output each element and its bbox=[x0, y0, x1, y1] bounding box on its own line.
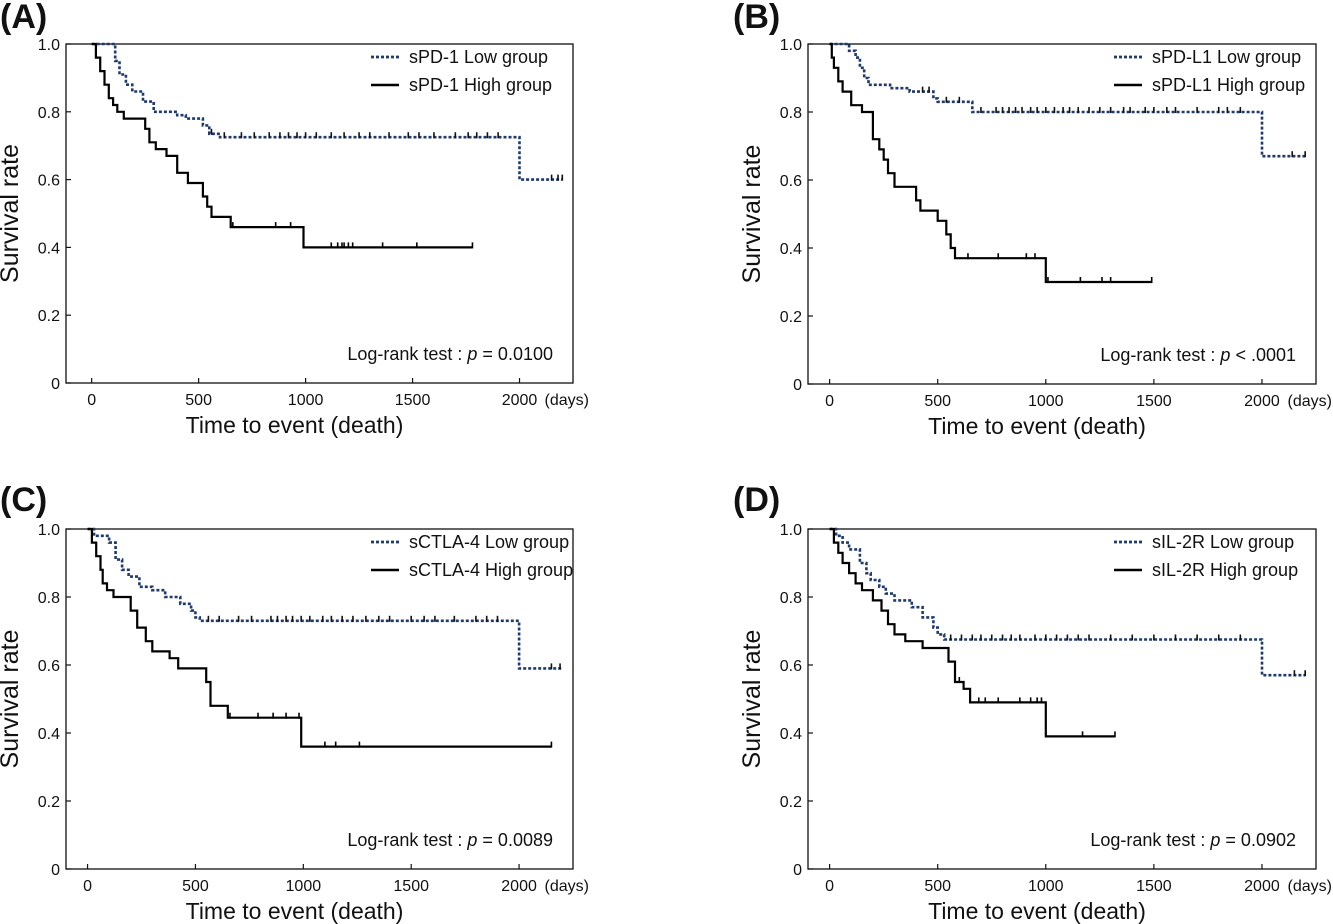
y-tick-label: 0.2 bbox=[780, 309, 802, 326]
x-tick-label: 2000 bbox=[1244, 393, 1280, 410]
legend-label: sCTLA-4 High group bbox=[409, 560, 573, 580]
y-tick-label: 1.0 bbox=[780, 522, 802, 539]
y-tick-label: 0.4 bbox=[780, 241, 802, 258]
series-line-low bbox=[91, 42, 563, 181]
y-tick-label: 1.0 bbox=[780, 37, 802, 54]
legend-label: sPD-1 High group bbox=[409, 75, 552, 95]
x-tick-label: 1500 bbox=[395, 392, 431, 409]
y-tick-label: 0.8 bbox=[38, 105, 60, 122]
y-tick-label: 1.0 bbox=[38, 37, 60, 54]
x-tick-label: 0 bbox=[83, 878, 92, 895]
y-tick-label: 0.4 bbox=[38, 726, 60, 743]
logrank-annotation: Log-rank test : p = 0.0100 bbox=[347, 344, 553, 364]
chart-panel-b: (B) 0 0.2 0.4 0.6 0.8 1.0 0 500 1000 1500 2000 (days… bbox=[733, 0, 1332, 439]
y-tick-label: 0.6 bbox=[780, 173, 802, 190]
y-tick-label: 0.4 bbox=[780, 726, 802, 743]
x-tick-label: 1500 bbox=[1136, 878, 1172, 895]
x-tick-label: 500 bbox=[182, 878, 209, 895]
series-line-high bbox=[829, 42, 1152, 284]
x-tick-label: 2000 bbox=[501, 878, 537, 895]
series-line-low bbox=[829, 42, 1306, 158]
x-axis-title: Time to event (death) bbox=[186, 412, 404, 438]
x-unit-label: (days) bbox=[1288, 878, 1332, 895]
y-tick-label: 0.4 bbox=[38, 240, 60, 257]
y-tick-label: 0.8 bbox=[780, 590, 802, 607]
x-unit-label: (days) bbox=[1288, 393, 1332, 410]
y-tick-label: 0 bbox=[51, 862, 60, 879]
y-tick-label: 0.8 bbox=[780, 105, 802, 122]
series-line-high bbox=[87, 527, 552, 748]
y-tick-label: 0.2 bbox=[38, 308, 60, 325]
chart-panel-a: (A) 0 0.2 0.4 0.6 0.8 1.0 0 500 1000 1500 2000 (days… bbox=[0, 0, 589, 438]
y-tick-label: 0 bbox=[51, 376, 60, 393]
x-tick-label: 500 bbox=[924, 393, 951, 410]
x-tick-label: 1000 bbox=[286, 878, 322, 895]
plot-frame bbox=[807, 43, 1317, 385]
y-axis-title: Survival rate bbox=[738, 145, 766, 284]
x-tick-label: 2000 bbox=[502, 392, 538, 409]
series-line-high bbox=[91, 42, 473, 249]
y-tick-label: 0.6 bbox=[38, 173, 60, 190]
x-tick-label: 2000 bbox=[1244, 878, 1280, 895]
panel-label: (C) bbox=[0, 481, 47, 519]
plot-frame bbox=[65, 43, 574, 384]
y-tick-label: 0.2 bbox=[780, 794, 802, 811]
logrank-annotation: Log-rank test : p = 0.0902 bbox=[1090, 830, 1296, 850]
y-tick-label: 0.6 bbox=[780, 658, 802, 675]
x-tick-label: 1000 bbox=[288, 392, 324, 409]
x-axis-title: Time to event (death) bbox=[928, 898, 1146, 924]
x-tick-label: 500 bbox=[924, 878, 951, 895]
legend-label: sPD-L1 High group bbox=[1152, 75, 1305, 95]
y-axis-title: Survival rate bbox=[0, 144, 24, 283]
plot-frame bbox=[65, 528, 574, 870]
y-tick-label: 0 bbox=[793, 377, 802, 394]
panel-label: (D) bbox=[733, 481, 780, 519]
x-tick-label: 1500 bbox=[393, 878, 429, 895]
panel-label: (B) bbox=[733, 0, 780, 36]
x-tick-label: 1000 bbox=[1028, 878, 1064, 895]
plot-frame bbox=[807, 528, 1317, 870]
y-axis-title: Survival rate bbox=[0, 630, 24, 769]
logrank-annotation: Log-rank test : p = 0.0089 bbox=[347, 830, 553, 850]
chart-panel-c: (C) 0 0.2 0.4 0.6 0.8 1.0 0 500 1000 1500 2000 (days… bbox=[0, 481, 589, 924]
x-tick-label: 1500 bbox=[1136, 393, 1172, 410]
x-axis-title: Time to event (death) bbox=[928, 413, 1146, 439]
y-tick-label: 1.0 bbox=[38, 522, 60, 539]
chart-panel-d: (D) 0 0.2 0.4 0.6 0.8 1.0 0 500 1000 1500 2000 (days… bbox=[733, 481, 1332, 924]
y-tick-label: 0.6 bbox=[38, 658, 60, 675]
x-unit-label: (days) bbox=[545, 878, 589, 895]
x-tick-label: 0 bbox=[87, 392, 96, 409]
x-tick-label: 1000 bbox=[1028, 393, 1064, 410]
x-tick-label: 0 bbox=[825, 393, 834, 410]
panel-label: (A) bbox=[0, 0, 47, 36]
x-unit-label: (days) bbox=[545, 392, 589, 409]
logrank-annotation: Log-rank test : p < .0001 bbox=[1100, 345, 1296, 365]
series-line-high bbox=[829, 527, 1115, 738]
y-tick-label: 0 bbox=[793, 862, 802, 879]
y-tick-label: 0.8 bbox=[38, 590, 60, 607]
legend-label: sPD-L1 Low group bbox=[1152, 47, 1301, 67]
legend-label: sIL-2R Low group bbox=[1152, 532, 1294, 552]
y-axis-title: Survival rate bbox=[738, 630, 766, 769]
legend-label: sPD-1 Low group bbox=[409, 47, 548, 67]
x-tick-label: 500 bbox=[185, 392, 212, 409]
x-tick-label: 0 bbox=[825, 878, 834, 895]
x-axis-title: Time to event (death) bbox=[186, 898, 404, 924]
legend-label: sIL-2R High group bbox=[1152, 560, 1298, 580]
series-line-low bbox=[829, 527, 1306, 677]
y-tick-label: 0.2 bbox=[38, 794, 60, 811]
legend-label: sCTLA-4 Low group bbox=[409, 532, 569, 552]
